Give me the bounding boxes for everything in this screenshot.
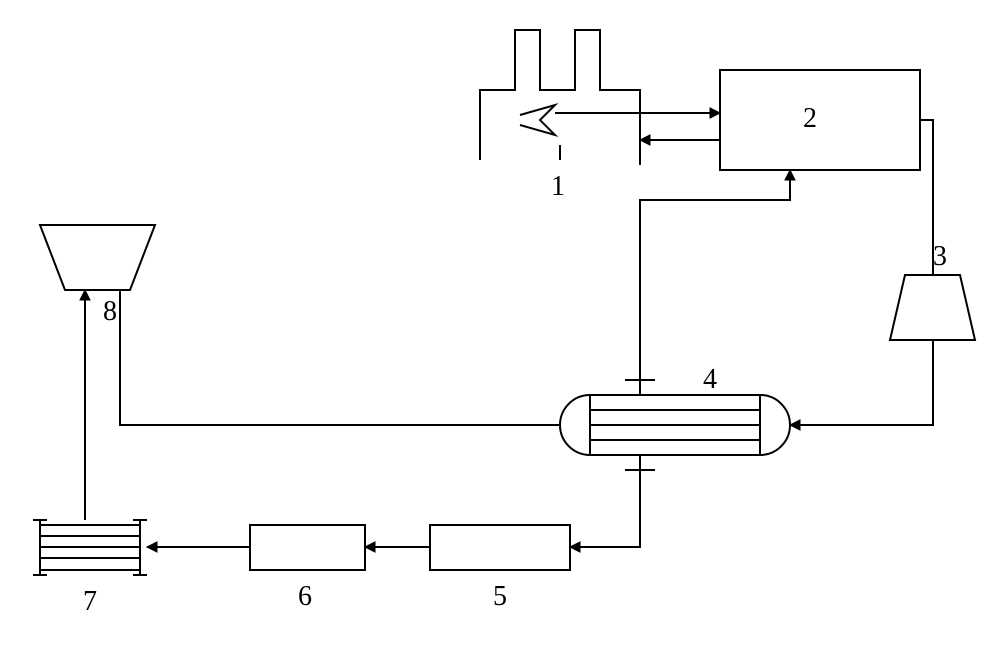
edge-3-to-4 <box>790 340 933 425</box>
label-1: 1 <box>551 171 565 202</box>
node-turbine-8 <box>40 225 155 290</box>
edge-2-to-3 <box>920 120 933 275</box>
label-3: 3 <box>933 241 947 272</box>
label-2: 2 <box>803 103 817 134</box>
label-8: 8 <box>103 296 117 327</box>
edges <box>85 113 933 547</box>
node-box-2 <box>720 70 920 170</box>
edge-4-to-5 <box>570 470 640 547</box>
process-flow-diagram: 1 2 3 4 5 6 7 8 <box>0 0 1000 667</box>
edge-4-to-8 <box>120 290 560 425</box>
node-hx-7 <box>33 520 147 575</box>
label-7: 7 <box>83 586 97 617</box>
label-5: 5 <box>493 581 507 612</box>
node-turbine-3 <box>890 275 975 340</box>
label-4: 4 <box>703 364 717 395</box>
label-6: 6 <box>298 581 312 612</box>
edge-4-to-2 <box>640 170 790 380</box>
node-hx-4 <box>560 380 790 470</box>
node-box-5 <box>430 525 570 570</box>
node-furnace <box>480 30 640 165</box>
node-box-6 <box>250 525 365 570</box>
labels: 1 2 3 4 5 6 7 8 <box>83 103 947 617</box>
